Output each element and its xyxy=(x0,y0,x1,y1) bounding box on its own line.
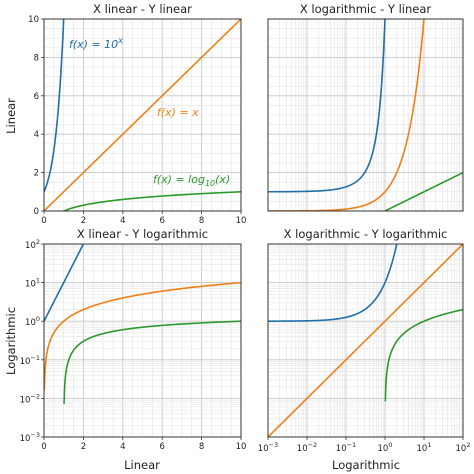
x-tick-label: 6 xyxy=(159,442,164,452)
x-tick-label: 6 xyxy=(159,216,164,226)
series-line-3 xyxy=(384,308,463,402)
annotation-lin: f(x) = x xyxy=(157,106,199,119)
x-tick-label: 2 xyxy=(81,442,86,452)
plot-frame xyxy=(267,18,464,212)
y-tick-label: 0 xyxy=(34,207,39,217)
ylabel-bottom: Logarithmic xyxy=(4,307,18,375)
panel-3: X linear - Y logarithmic 0 2 4 6 8 10 10−3 10−2 1… xyxy=(20,227,247,452)
plot-frame xyxy=(43,18,242,212)
panel-4: X logarithmic - Y logarithmic 10−3 10−2 10−… xyxy=(258,227,471,454)
plot-frame xyxy=(43,243,242,438)
xlabel-left: Linear xyxy=(124,458,160,472)
series-line-3 xyxy=(61,191,241,211)
x-tick-label: 10 xyxy=(236,442,247,452)
panel-title: X linear - Y linear xyxy=(93,2,192,16)
x-tick-label: 4 xyxy=(120,216,125,226)
x-tick-label: 100 xyxy=(378,441,393,454)
x-tick-label: 10 xyxy=(236,216,247,226)
series-line-3 xyxy=(383,171,463,211)
x-tick-label: 0 xyxy=(41,442,46,452)
x-tick-label: 8 xyxy=(199,442,204,452)
x-tick-label: 10−1 xyxy=(336,441,356,454)
panel-1: X linear - Y linear 0 2 4 6 8 10 0 2 4 6 8 10 xyxy=(28,2,247,226)
grid xyxy=(267,18,464,212)
x-tick-label: 102 xyxy=(456,441,471,454)
y-tick-label: 10 xyxy=(28,15,39,25)
series-line-2 xyxy=(44,281,241,390)
x-tick-label: 10−2 xyxy=(297,441,317,454)
y-tick-label: 10−3 xyxy=(20,431,40,444)
panel-2: X logarithmic - Y linear xyxy=(267,2,464,212)
panel-title: X logarithmic - Y linear xyxy=(300,2,431,16)
x-tick-label: 8 xyxy=(199,216,204,226)
grid xyxy=(43,18,242,212)
y-tick-label: 4 xyxy=(34,130,39,140)
y-tick-label: 10−1 xyxy=(20,354,40,367)
xlabel-right: Logarithmic xyxy=(332,458,400,472)
x-tick-label: 101 xyxy=(417,441,432,454)
series-group xyxy=(44,19,241,211)
y-tick-label: 10−2 xyxy=(20,392,40,405)
annotation-log: f(x) = log10(x) xyxy=(153,173,230,188)
y-tick-label: 101 xyxy=(25,277,40,290)
x-tick-label: 4 xyxy=(120,442,125,452)
y-tick-label: 6 xyxy=(34,92,39,102)
grid xyxy=(43,243,242,438)
y-tick-label: 2 xyxy=(34,169,39,179)
panel-title: X linear - Y logarithmic xyxy=(77,227,208,241)
series-group xyxy=(268,244,463,437)
series-line-1 xyxy=(44,244,85,322)
y-tick-label: 102 xyxy=(25,238,40,251)
series-line-1 xyxy=(268,244,398,322)
x-tick-label: 2 xyxy=(81,216,86,226)
y-tick-label: 8 xyxy=(34,53,39,63)
series-line-2 xyxy=(44,19,241,211)
series-group xyxy=(44,244,241,404)
y-tick-label: 100 xyxy=(25,315,40,328)
annotation-exp: f(x) = 10x xyxy=(69,36,123,51)
plot-frame xyxy=(267,243,464,438)
series-line-1 xyxy=(268,19,386,193)
series-line-3 xyxy=(63,320,241,404)
ylabel-top: Linear xyxy=(4,98,18,134)
x-tick-label: 0 xyxy=(41,216,46,226)
panel-title: X logarithmic - Y logarithmic xyxy=(284,227,448,241)
series-line-2 xyxy=(268,244,463,437)
x-tick-label: 10−3 xyxy=(258,441,278,454)
